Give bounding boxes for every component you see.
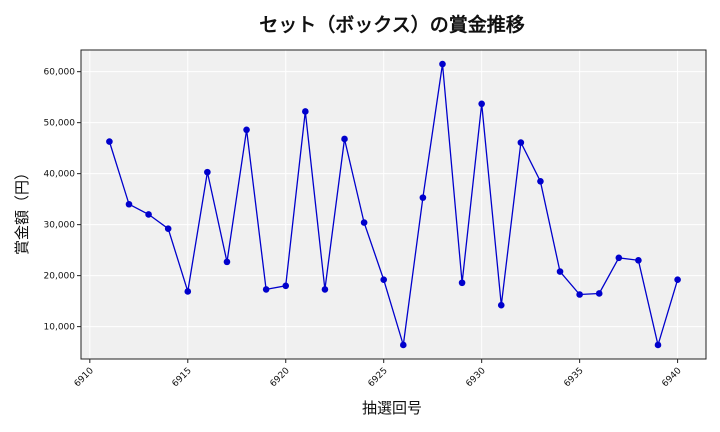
data-point	[517, 139, 525, 146]
data-point	[223, 258, 231, 266]
data-point	[106, 138, 113, 145]
data-point	[360, 219, 368, 226]
y-tick-label: 40,000	[44, 170, 76, 180]
data-point	[243, 126, 250, 134]
data-point	[125, 200, 133, 208]
data-point	[302, 108, 309, 115]
axes	[77, 49, 707, 363]
plot-frame	[80, 49, 707, 360]
x-tick-label: 6940	[660, 366, 683, 389]
y-tick-label: 10,000	[44, 323, 76, 333]
y-tick-label: 30,000	[44, 221, 76, 231]
data-point	[674, 276, 681, 284]
x-tick-label: 6910	[73, 366, 96, 389]
grid-lines	[81, 50, 706, 359]
x-tick-label: 6915	[171, 366, 194, 389]
data-point	[380, 276, 388, 284]
data-point	[321, 286, 329, 293]
data-point	[341, 135, 348, 143]
data-point	[164, 225, 172, 233]
data-point	[204, 168, 211, 176]
data-point	[458, 279, 466, 287]
data-point	[537, 177, 544, 185]
x-tick-label: 6920	[269, 366, 292, 389]
series-group	[106, 60, 681, 349]
x-tick-label: 6930	[464, 366, 487, 389]
y-tick-label: 60,000	[44, 68, 76, 78]
data-point	[282, 282, 290, 290]
data-point	[556, 268, 564, 275]
data-point	[399, 341, 407, 349]
y-axis-label: 賞金額（円）	[13, 165, 31, 255]
data-point	[419, 194, 427, 201]
data-point	[439, 60, 446, 68]
y-tick-label: 20,000	[44, 272, 76, 282]
data-point	[635, 257, 642, 264]
y-tick-label: 50,000	[44, 119, 76, 129]
data-point	[478, 100, 485, 108]
chart-title: セット（ボックス）の賞金推移	[259, 13, 524, 36]
data-point	[262, 286, 270, 293]
data-point	[145, 211, 152, 218]
data-point	[654, 341, 662, 349]
data-point	[595, 290, 603, 297]
plot-area	[81, 50, 706, 359]
data-point	[184, 288, 192, 295]
data-point	[615, 254, 623, 262]
x-tick-label: 6925	[367, 366, 390, 389]
x-axis-label: 抽選回号	[362, 399, 422, 417]
data-point	[576, 291, 583, 298]
data-point	[497, 301, 505, 309]
x-tick-label: 6935	[562, 366, 585, 389]
